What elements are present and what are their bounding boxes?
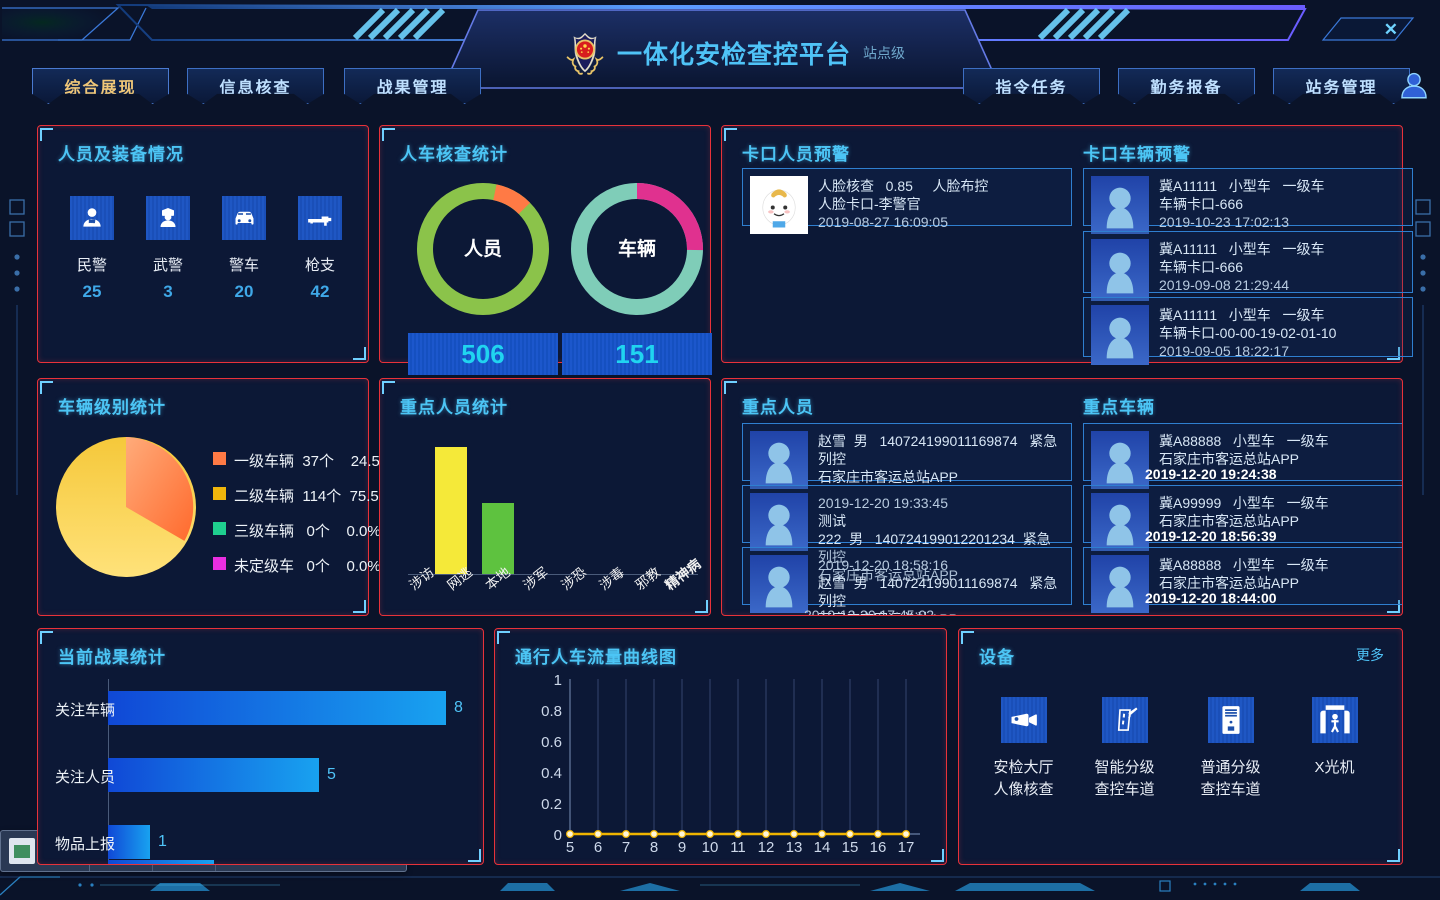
svg-text:9: 9 (678, 839, 686, 856)
svg-text:民警: 民警 (88, 219, 96, 224)
svg-text:7: 7 (622, 839, 630, 856)
svg-text:10: 10 (702, 839, 719, 856)
svg-text:5: 5 (566, 839, 574, 856)
svg-text:13: 13 (786, 839, 803, 856)
svg-text:1: 1 (554, 674, 562, 689)
svg-text:0.6: 0.6 (541, 734, 562, 751)
svg-text:8: 8 (650, 839, 658, 856)
svg-text:12: 12 (758, 839, 775, 856)
svg-text:0.2: 0.2 (541, 796, 562, 813)
svg-text:16: 16 (870, 839, 887, 856)
svg-text:人员: 人员 (464, 238, 502, 260)
svg-text:15: 15 (842, 839, 859, 856)
svg-text:车辆: 车辆 (618, 237, 656, 260)
svg-text:17: 17 (898, 839, 915, 856)
svg-text:14: 14 (814, 839, 831, 856)
svg-text:0: 0 (554, 827, 562, 844)
svg-text:11: 11 (730, 839, 746, 856)
svg-text:6: 6 (594, 839, 602, 856)
svg-text:0.4: 0.4 (541, 765, 562, 782)
svg-text:0.8: 0.8 (541, 703, 562, 720)
